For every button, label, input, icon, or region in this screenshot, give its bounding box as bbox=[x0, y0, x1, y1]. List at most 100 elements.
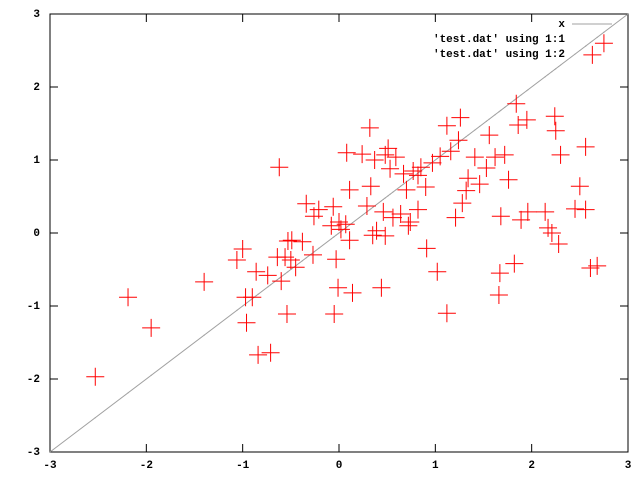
x-tick-label: -2 bbox=[140, 460, 153, 472]
point-dot bbox=[257, 293, 259, 295]
point-dot bbox=[286, 271, 288, 273]
cross-marker bbox=[391, 205, 410, 224]
cross-marker bbox=[381, 159, 400, 178]
cross-marker bbox=[340, 180, 359, 199]
cross-marker bbox=[495, 145, 514, 164]
cross-marker bbox=[546, 121, 565, 140]
x-tick-label: -3 bbox=[43, 460, 57, 472]
y-tick-label: 1 bbox=[33, 155, 40, 167]
point-dot bbox=[494, 114, 496, 116]
cross-marker bbox=[325, 305, 344, 324]
cross-marker bbox=[270, 158, 289, 177]
cross-marker bbox=[337, 143, 356, 162]
y-tick-label: -1 bbox=[27, 301, 41, 313]
point-dot bbox=[346, 226, 348, 228]
point-dot bbox=[407, 179, 409, 181]
point-dot bbox=[387, 195, 389, 197]
cross-marker bbox=[401, 213, 420, 232]
cross-marker bbox=[457, 181, 476, 200]
point-dot bbox=[485, 120, 487, 122]
point-dot bbox=[395, 189, 397, 191]
cross-marker bbox=[247, 262, 266, 281]
cross-marker bbox=[322, 216, 341, 235]
cross-marker bbox=[491, 207, 510, 226]
point-dot bbox=[574, 53, 576, 55]
cross-marker bbox=[449, 131, 468, 150]
cross-marker bbox=[431, 147, 450, 166]
point-dot bbox=[488, 118, 490, 120]
y-tick-label: 2 bbox=[33, 82, 40, 94]
cross-marker bbox=[357, 196, 376, 215]
point-dot bbox=[372, 206, 374, 208]
cross-marker bbox=[566, 199, 585, 218]
point-dot bbox=[236, 309, 238, 311]
cross-marker bbox=[376, 145, 395, 164]
point-dot bbox=[465, 136, 467, 138]
point-dot bbox=[527, 89, 529, 91]
point-dot bbox=[459, 140, 461, 142]
point-dot bbox=[270, 284, 272, 286]
cross-marker bbox=[581, 259, 600, 278]
cross-marker bbox=[360, 118, 379, 137]
cross-marker bbox=[576, 137, 595, 156]
cross-marker bbox=[233, 240, 252, 259]
cross-marker bbox=[499, 170, 518, 189]
point-dot bbox=[400, 185, 402, 187]
point-dot bbox=[333, 236, 335, 238]
cross-marker bbox=[512, 210, 531, 229]
cross-marker bbox=[408, 200, 427, 219]
cross-marker bbox=[437, 116, 456, 135]
x-tick-label: 2 bbox=[528, 460, 535, 472]
y-tick-label: 3 bbox=[33, 9, 40, 21]
point-dot bbox=[551, 71, 553, 73]
cross-marker bbox=[480, 126, 499, 145]
point-dot bbox=[560, 64, 562, 66]
cross-marker bbox=[477, 159, 496, 178]
cross-marker bbox=[583, 45, 602, 64]
cross-marker bbox=[551, 145, 570, 164]
cross-marker bbox=[539, 218, 558, 237]
point-dot bbox=[520, 94, 522, 96]
point-dot bbox=[498, 111, 500, 113]
point-dot bbox=[287, 271, 289, 273]
cross-marker bbox=[386, 148, 405, 167]
point-dot bbox=[318, 247, 320, 249]
point-dot bbox=[585, 45, 587, 47]
x-tick-label: 1 bbox=[432, 460, 439, 472]
point-dot bbox=[382, 198, 384, 200]
point-dot bbox=[337, 233, 339, 235]
point-dot bbox=[267, 286, 269, 288]
cross-marker bbox=[379, 139, 398, 158]
cross-marker bbox=[399, 216, 418, 235]
cross-marker bbox=[465, 148, 484, 167]
cross-marker bbox=[453, 194, 472, 213]
cross-marker bbox=[281, 251, 300, 270]
cross-marker bbox=[277, 305, 296, 324]
cross-marker bbox=[459, 169, 478, 188]
cross-marker bbox=[490, 264, 509, 283]
cross-marker bbox=[570, 177, 589, 196]
point-dot bbox=[246, 302, 248, 304]
cross-marker bbox=[329, 278, 348, 297]
point-dot bbox=[349, 224, 351, 226]
cross-marker bbox=[376, 226, 395, 245]
point-dot bbox=[596, 36, 598, 38]
cross-marker bbox=[195, 272, 214, 291]
cross-marker bbox=[517, 110, 536, 129]
cross-marker bbox=[576, 200, 595, 219]
cross-marker bbox=[237, 313, 256, 332]
point-dot bbox=[370, 208, 372, 210]
point-dot bbox=[579, 50, 581, 51]
cross-marker bbox=[243, 288, 262, 307]
x-tick-label: 0 bbox=[336, 460, 343, 472]
cross-marker bbox=[119, 288, 138, 307]
point-dot bbox=[508, 104, 510, 106]
point-dot bbox=[338, 232, 340, 234]
point-dot bbox=[603, 31, 605, 33]
point-dot bbox=[455, 144, 457, 146]
point-dot bbox=[517, 96, 519, 98]
cross-marker bbox=[417, 239, 436, 258]
point-dot bbox=[389, 193, 391, 195]
cross-marker bbox=[397, 180, 416, 199]
cross-marker bbox=[258, 266, 277, 285]
